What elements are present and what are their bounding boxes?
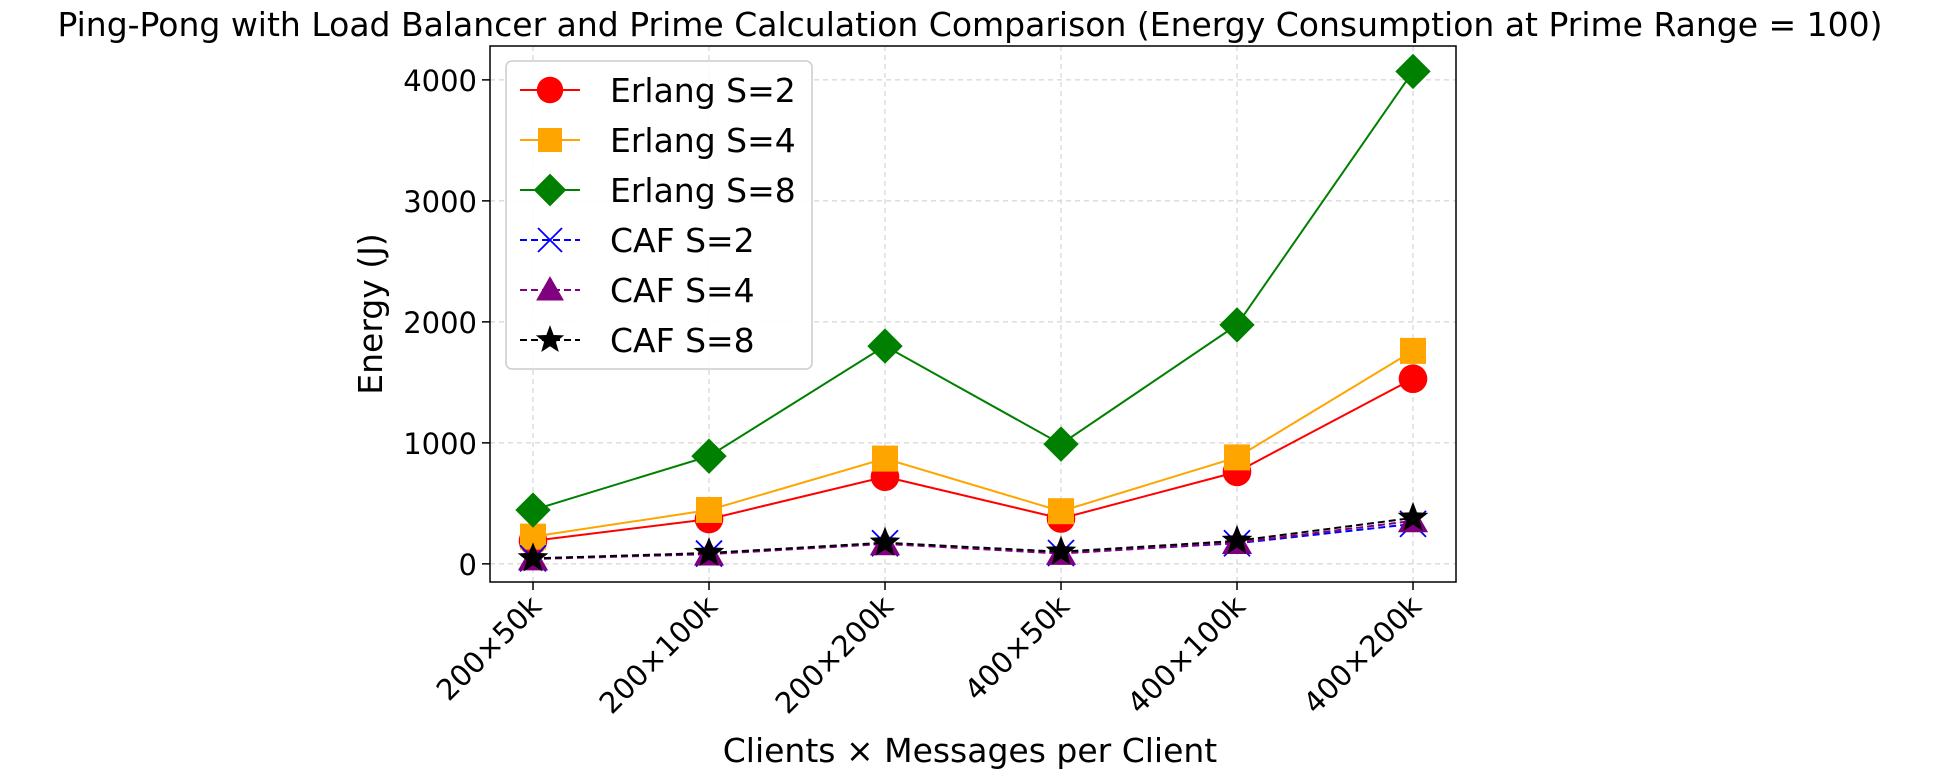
- y-tick-label: 4000: [403, 64, 477, 98]
- y-tick-label: 3000: [403, 185, 477, 219]
- legend-label: Erlang S=4: [610, 121, 796, 160]
- data-point-diamond: [1043, 426, 1079, 462]
- legend-label: Erlang S=2: [610, 71, 796, 110]
- data-point-square: [1400, 337, 1426, 364]
- series-erlang-s-4: [520, 337, 1426, 550]
- x-tick-label: 200×200k: [769, 589, 901, 721]
- series-line: [532, 70, 1414, 511]
- data-point-circle: [536, 76, 564, 104]
- series-line: [532, 519, 1414, 561]
- data-point-square: [538, 128, 562, 152]
- data-point-diamond: [867, 328, 903, 364]
- data-point-star: [693, 536, 725, 566]
- data-point-triangle: [536, 276, 564, 301]
- series-caf-s-2: [519, 510, 1427, 573]
- data-point-square: [1224, 444, 1250, 471]
- y-tick-label: 1000: [403, 427, 477, 461]
- data-point-diamond: [533, 173, 567, 207]
- legend-label: CAF S=2: [610, 221, 755, 260]
- data-point-star: [517, 542, 549, 572]
- series-caf-s-8: [517, 501, 1429, 572]
- series-line: [532, 350, 1414, 538]
- x-tick-label: 400×50k: [958, 589, 1076, 707]
- series-erlang-s-8: [515, 53, 1431, 528]
- plot-frame: [489, 45, 1457, 583]
- data-point-circle: [1398, 364, 1428, 394]
- x-tick-label: 200×50k: [430, 589, 548, 707]
- data-point-star: [1397, 501, 1429, 531]
- y-axis-label: Energy (J): [351, 233, 390, 395]
- series-line: [532, 516, 1414, 560]
- legend: Erlang S=2 Erlang S=4 Erlang S=8 CAF S=2 CAF…: [505, 60, 813, 370]
- data-point-star: [869, 526, 901, 556]
- series-line: [532, 377, 1414, 542]
- y-axis: 0 1000 2000 3000 4000: [403, 64, 490, 582]
- y-tick-label: 2000: [403, 306, 477, 340]
- data-point-diamond: [515, 492, 551, 528]
- data-point-diamond: [691, 438, 727, 474]
- data-point-square: [696, 497, 722, 524]
- data-point-star: [535, 325, 565, 353]
- data-point-square: [872, 445, 898, 472]
- chart-title: Ping-Pong with Load Balancer and Prime C…: [57, 5, 1882, 44]
- y-tick-label: 0: [459, 548, 477, 582]
- grid: [490, 46, 1456, 582]
- legend-box: [505, 60, 813, 370]
- data-point-star: [1221, 524, 1253, 554]
- data-point-star: [1045, 535, 1077, 565]
- data-point-square: [1048, 498, 1074, 525]
- x-tick-label: 400×200k: [1297, 589, 1429, 721]
- series-erlang-s-2: [518, 364, 1428, 556]
- series-line: [532, 522, 1414, 560]
- data-point-x: [537, 227, 563, 253]
- series-lines: [515, 53, 1431, 573]
- x-tick-label: 200×100k: [593, 589, 725, 721]
- legend-label: CAF S=4: [610, 271, 755, 310]
- data-point-diamond: [1219, 307, 1255, 343]
- legend-label: Erlang S=8: [610, 171, 796, 210]
- x-axis: 200×50k 200×100k 200×200k 400×50k 400×100k 40…: [430, 582, 1428, 720]
- legend-label: CAF S=8: [610, 321, 755, 360]
- x-tick-label: 400×100k: [1121, 589, 1253, 721]
- x-axis-label: Clients × Messages per Client: [723, 731, 1218, 770]
- data-point-diamond: [1395, 53, 1431, 90]
